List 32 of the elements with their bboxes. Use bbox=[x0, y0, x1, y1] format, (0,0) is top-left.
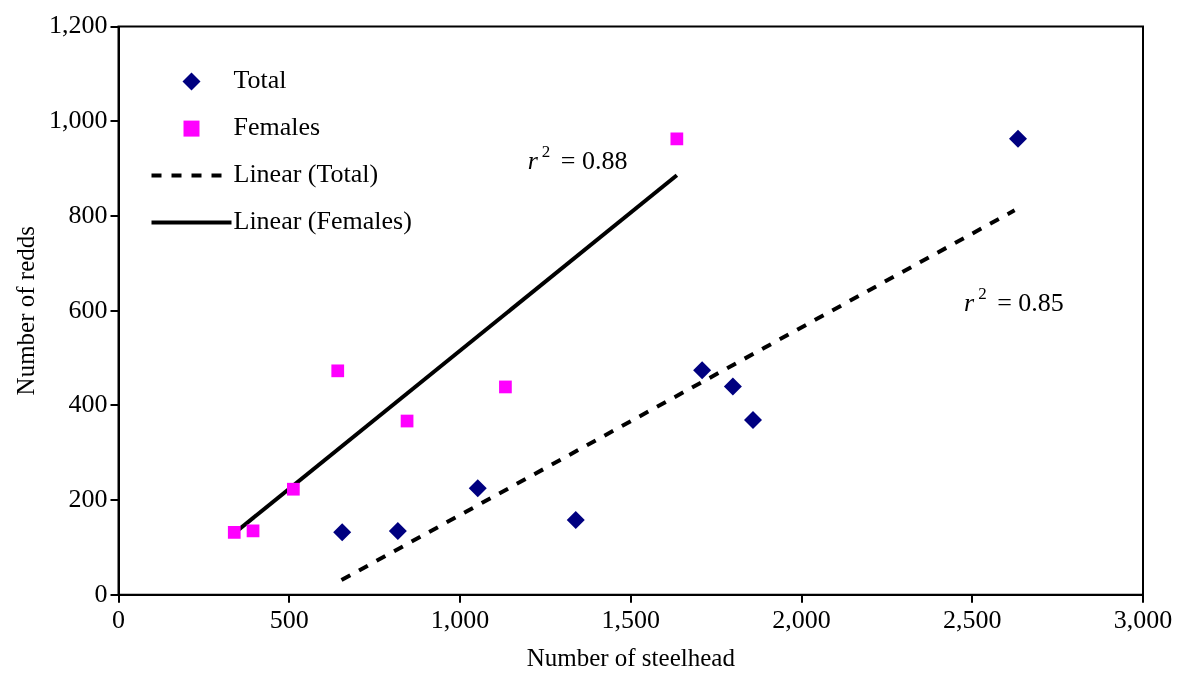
point bbox=[468, 479, 487, 498]
legend-label: Total bbox=[233, 65, 287, 95]
legend-label: Linear (Total) bbox=[233, 159, 379, 189]
y-tick-label: 1,200 bbox=[49, 10, 108, 40]
y-tick-label: 600 bbox=[68, 294, 108, 324]
point bbox=[670, 132, 684, 146]
x-tick-label: 1,500 bbox=[601, 605, 660, 635]
point bbox=[388, 521, 407, 540]
x-axis-title: Number of steelhead bbox=[526, 643, 736, 671]
point bbox=[499, 380, 512, 394]
y-axis-title: Number of redds bbox=[11, 226, 39, 396]
point bbox=[566, 510, 585, 529]
y-tick-label: 200 bbox=[68, 483, 108, 513]
point bbox=[331, 364, 345, 378]
point bbox=[333, 523, 352, 542]
y-tick-label: 800 bbox=[68, 199, 108, 229]
y-tick-label: 400 bbox=[68, 389, 108, 419]
point bbox=[286, 482, 300, 496]
x-tick-label: 2,500 bbox=[943, 605, 1002, 635]
point bbox=[227, 525, 241, 539]
point bbox=[1009, 129, 1028, 148]
x-tick-label: 1,000 bbox=[430, 605, 490, 635]
point bbox=[693, 361, 712, 380]
x-tick-label: 3,000 bbox=[1113, 605, 1173, 635]
y-tick-label: 0 bbox=[94, 578, 108, 608]
legend-label: Females bbox=[233, 112, 321, 142]
point bbox=[723, 377, 742, 396]
x-tick-label: 2,000 bbox=[772, 605, 831, 635]
y-tick-label: 1,000 bbox=[49, 105, 108, 135]
point bbox=[744, 411, 763, 430]
x-tick-label: 500 bbox=[269, 605, 309, 635]
legend-label: Linear (Females) bbox=[233, 206, 412, 236]
